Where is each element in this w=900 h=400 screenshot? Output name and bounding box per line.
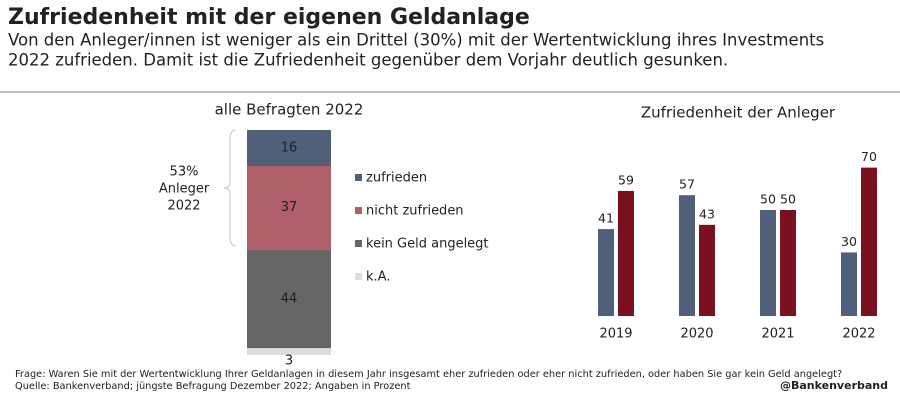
legend-swatch: [355, 273, 362, 280]
bar: [780, 210, 796, 316]
data-label: 70: [861, 149, 877, 164]
bar: [760, 210, 776, 316]
data-label: 44: [281, 291, 298, 306]
legend-label: nicht zufrieden: [366, 204, 464, 219]
bar: [679, 195, 695, 316]
bar-segment: [247, 130, 331, 166]
bar: [699, 224, 715, 316]
footnote: Quelle: Bankenverband; jüngste Befragung…: [15, 381, 411, 392]
legend-label: zufrieden: [366, 171, 427, 186]
data-label: 59: [618, 172, 634, 187]
source-logo: @Bankenverband: [780, 379, 888, 392]
legend-swatch: [355, 240, 362, 247]
bar: [841, 252, 857, 316]
x-tick-label: 2019: [599, 327, 632, 342]
data-label: 43: [699, 206, 715, 221]
x-tick-label: 2022: [842, 327, 875, 342]
data-label: 37: [281, 200, 298, 215]
bar: [618, 190, 634, 316]
data-label: 3: [285, 354, 293, 369]
data-label: 16: [281, 141, 298, 156]
brace: [223, 129, 237, 247]
data-label: 50: [760, 192, 776, 207]
chart-title: Zufriedenheit der Anleger: [641, 104, 836, 122]
title: Zufriedenheit mit der eigenen Geldanlage: [8, 5, 530, 30]
footnote: Frage: Waren Sie mit der Wertentwicklung…: [15, 369, 842, 380]
annotation: 2022: [167, 199, 200, 214]
annotation: 53%: [170, 165, 199, 180]
x-tick-label: 2020: [680, 327, 713, 342]
data-label: 30: [841, 234, 857, 249]
bar-segment: [247, 166, 331, 250]
bar-segment: [247, 348, 331, 355]
data-label: 57: [679, 177, 695, 192]
legend-label: k.A.: [366, 270, 390, 285]
subtitle: 2022 zufrieden. Damit ist die Zufriedenh…: [8, 51, 728, 70]
subtitle: Von den Anleger/innen ist weniger als ei…: [8, 31, 824, 50]
data-label: 50: [780, 192, 796, 207]
legend-swatch: [355, 174, 362, 181]
bar: [598, 229, 614, 316]
x-tick-label: 2021: [761, 327, 794, 342]
chart-title: alle Befragten 2022: [215, 101, 364, 119]
legend-swatch: [355, 207, 362, 214]
legend-label: kein Geld angelegt: [366, 237, 489, 252]
bar: [861, 167, 877, 316]
bar-segment: [247, 249, 331, 349]
data-label: 41: [598, 211, 614, 226]
annotation: Anleger: [159, 182, 210, 197]
